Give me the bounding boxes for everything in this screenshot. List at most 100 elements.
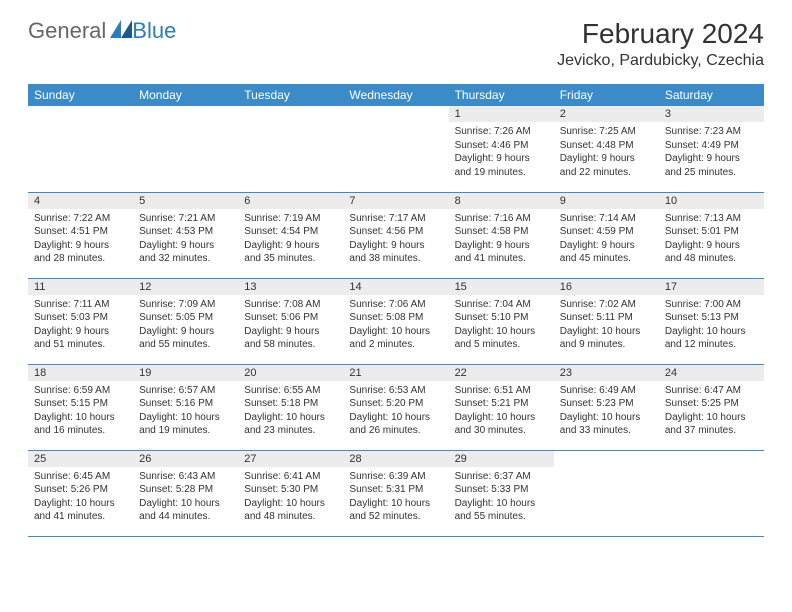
sunset-text: Sunset: 4:51 PM: [34, 225, 127, 239]
calendar-cell: 16Sunrise: 7:02 AMSunset: 5:11 PMDayligh…: [554, 278, 659, 364]
day-details: Sunrise: 6:51 AMSunset: 5:21 PMDaylight:…: [449, 381, 554, 442]
empty-day: [659, 451, 764, 467]
daylight-text: Daylight: 10 hours and 48 minutes.: [244, 497, 337, 524]
daylight-text: Daylight: 10 hours and 37 minutes.: [665, 411, 758, 438]
daylight-text: Daylight: 9 hours and 28 minutes.: [34, 239, 127, 266]
daylight-text: Daylight: 9 hours and 45 minutes.: [560, 239, 653, 266]
day-number: 5: [133, 193, 238, 209]
day-details: Sunrise: 6:37 AMSunset: 5:33 PMDaylight:…: [449, 467, 554, 528]
day-number: 15: [449, 279, 554, 295]
daylight-text: Daylight: 10 hours and 19 minutes.: [139, 411, 232, 438]
sunset-text: Sunset: 5:31 PM: [349, 483, 442, 497]
logo-mark-icon: [110, 18, 132, 44]
calendar-week: 1Sunrise: 7:26 AMSunset: 4:46 PMDaylight…: [28, 106, 764, 192]
sunrise-text: Sunrise: 7:00 AM: [665, 298, 758, 312]
day-number: 25: [28, 451, 133, 467]
sunrise-text: Sunrise: 6:57 AM: [139, 384, 232, 398]
sunset-text: Sunset: 5:11 PM: [560, 311, 653, 325]
sunset-text: Sunset: 5:30 PM: [244, 483, 337, 497]
day-details: Sunrise: 6:41 AMSunset: 5:30 PMDaylight:…: [238, 467, 343, 528]
day-details: Sunrise: 6:39 AMSunset: 5:31 PMDaylight:…: [343, 467, 448, 528]
sunrise-text: Sunrise: 7:16 AM: [455, 212, 548, 226]
daylight-text: Daylight: 10 hours and 55 minutes.: [455, 497, 548, 524]
calendar-cell: 19Sunrise: 6:57 AMSunset: 5:16 PMDayligh…: [133, 364, 238, 450]
calendar-cell: 25Sunrise: 6:45 AMSunset: 5:26 PMDayligh…: [28, 450, 133, 536]
day-number: 27: [238, 451, 343, 467]
day-details: Sunrise: 7:26 AMSunset: 4:46 PMDaylight:…: [449, 122, 554, 183]
day-details: Sunrise: 7:08 AMSunset: 5:06 PMDaylight:…: [238, 295, 343, 356]
calendar-cell: [554, 450, 659, 536]
calendar-cell: 9Sunrise: 7:14 AMSunset: 4:59 PMDaylight…: [554, 192, 659, 278]
empty-day: [343, 106, 448, 122]
day-number: 2: [554, 106, 659, 122]
daylight-text: Daylight: 9 hours and 41 minutes.: [455, 239, 548, 266]
sunset-text: Sunset: 5:20 PM: [349, 397, 442, 411]
day-details: Sunrise: 7:17 AMSunset: 4:56 PMDaylight:…: [343, 209, 448, 270]
location-text: Jevicko, Pardubicky, Czechia: [557, 52, 764, 70]
sunset-text: Sunset: 4:58 PM: [455, 225, 548, 239]
daylight-text: Daylight: 9 hours and 51 minutes.: [34, 325, 127, 352]
day-number: 23: [554, 365, 659, 381]
day-details: Sunrise: 6:59 AMSunset: 5:15 PMDaylight:…: [28, 381, 133, 442]
calendar-cell: 26Sunrise: 6:43 AMSunset: 5:28 PMDayligh…: [133, 450, 238, 536]
calendar-cell: 12Sunrise: 7:09 AMSunset: 5:05 PMDayligh…: [133, 278, 238, 364]
day-details: Sunrise: 7:09 AMSunset: 5:05 PMDaylight:…: [133, 295, 238, 356]
empty-day: [28, 106, 133, 122]
sunset-text: Sunset: 4:56 PM: [349, 225, 442, 239]
calendar-cell: 28Sunrise: 6:39 AMSunset: 5:31 PMDayligh…: [343, 450, 448, 536]
day-details: Sunrise: 6:55 AMSunset: 5:18 PMDaylight:…: [238, 381, 343, 442]
sunrise-text: Sunrise: 7:17 AM: [349, 212, 442, 226]
sunrise-text: Sunrise: 7:22 AM: [34, 212, 127, 226]
month-title: February 2024: [557, 18, 764, 50]
brand-logo: General Blue: [28, 18, 176, 44]
sunrise-text: Sunrise: 6:41 AM: [244, 470, 337, 484]
calendar-cell: 14Sunrise: 7:06 AMSunset: 5:08 PMDayligh…: [343, 278, 448, 364]
sunrise-text: Sunrise: 7:08 AM: [244, 298, 337, 312]
day-number: 26: [133, 451, 238, 467]
sunrise-text: Sunrise: 7:19 AM: [244, 212, 337, 226]
sunset-text: Sunset: 5:10 PM: [455, 311, 548, 325]
day-number: 24: [659, 365, 764, 381]
day-number: 6: [238, 193, 343, 209]
calendar-cell: 15Sunrise: 7:04 AMSunset: 5:10 PMDayligh…: [449, 278, 554, 364]
sunset-text: Sunset: 5:05 PM: [139, 311, 232, 325]
calendar-cell: 10Sunrise: 7:13 AMSunset: 5:01 PMDayligh…: [659, 192, 764, 278]
sunset-text: Sunset: 5:21 PM: [455, 397, 548, 411]
calendar-cell: 11Sunrise: 7:11 AMSunset: 5:03 PMDayligh…: [28, 278, 133, 364]
day-details: Sunrise: 7:23 AMSunset: 4:49 PMDaylight:…: [659, 122, 764, 183]
calendar-cell: 20Sunrise: 6:55 AMSunset: 5:18 PMDayligh…: [238, 364, 343, 450]
day-details: Sunrise: 6:43 AMSunset: 5:28 PMDaylight:…: [133, 467, 238, 528]
daylight-text: Daylight: 9 hours and 55 minutes.: [139, 325, 232, 352]
sunset-text: Sunset: 5:06 PM: [244, 311, 337, 325]
sunset-text: Sunset: 5:18 PM: [244, 397, 337, 411]
sunrise-text: Sunrise: 7:26 AM: [455, 125, 548, 139]
sunrise-text: Sunrise: 7:09 AM: [139, 298, 232, 312]
day-details: Sunrise: 7:00 AMSunset: 5:13 PMDaylight:…: [659, 295, 764, 356]
sunrise-text: Sunrise: 6:49 AM: [560, 384, 653, 398]
sunset-text: Sunset: 4:53 PM: [139, 225, 232, 239]
sunrise-text: Sunrise: 7:04 AM: [455, 298, 548, 312]
calendar-cell: 1Sunrise: 7:26 AMSunset: 4:46 PMDaylight…: [449, 106, 554, 192]
daylight-text: Daylight: 9 hours and 32 minutes.: [139, 239, 232, 266]
sunset-text: Sunset: 4:48 PM: [560, 139, 653, 153]
sunrise-text: Sunrise: 6:53 AM: [349, 384, 442, 398]
calendar-week: 4Sunrise: 7:22 AMSunset: 4:51 PMDaylight…: [28, 192, 764, 278]
daylight-text: Daylight: 9 hours and 35 minutes.: [244, 239, 337, 266]
calendar-week: 11Sunrise: 7:11 AMSunset: 5:03 PMDayligh…: [28, 278, 764, 364]
daylight-text: Daylight: 10 hours and 12 minutes.: [665, 325, 758, 352]
day-details: Sunrise: 7:04 AMSunset: 5:10 PMDaylight:…: [449, 295, 554, 356]
calendar-cell: 29Sunrise: 6:37 AMSunset: 5:33 PMDayligh…: [449, 450, 554, 536]
day-header: Sunday: [28, 84, 133, 106]
sunrise-text: Sunrise: 6:45 AM: [34, 470, 127, 484]
daylight-text: Daylight: 10 hours and 33 minutes.: [560, 411, 653, 438]
daylight-text: Daylight: 10 hours and 44 minutes.: [139, 497, 232, 524]
daylight-text: Daylight: 10 hours and 16 minutes.: [34, 411, 127, 438]
empty-day: [238, 106, 343, 122]
sunset-text: Sunset: 4:54 PM: [244, 225, 337, 239]
calendar-cell: [133, 106, 238, 192]
calendar-cell: [28, 106, 133, 192]
sunrise-text: Sunrise: 6:43 AM: [139, 470, 232, 484]
sunrise-text: Sunrise: 6:55 AM: [244, 384, 337, 398]
day-details: Sunrise: 7:21 AMSunset: 4:53 PMDaylight:…: [133, 209, 238, 270]
calendar-head: SundayMondayTuesdayWednesdayThursdayFrid…: [28, 84, 764, 106]
